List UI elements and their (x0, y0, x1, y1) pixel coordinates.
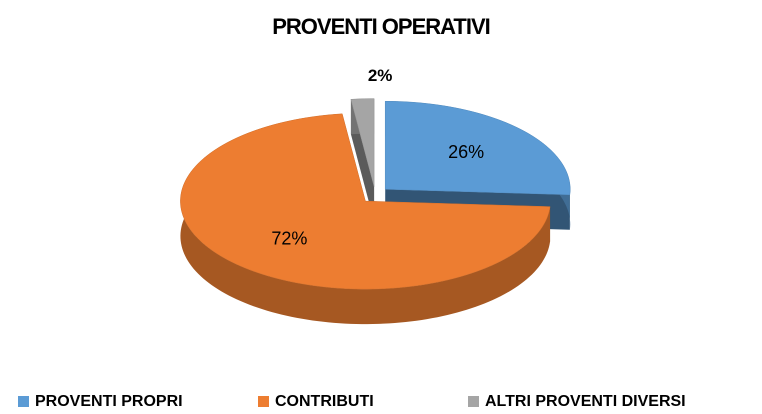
legend-swatch (18, 396, 29, 407)
data-label: 26% (448, 142, 484, 162)
data-label: 72% (271, 228, 307, 248)
legend-swatch (468, 396, 479, 407)
slice-top (350, 98, 375, 187)
chart-title: PROVENTI OPERATIVI (272, 14, 490, 39)
legend-label: ALTRI PROVENTI DIVERSI (485, 393, 686, 410)
legend-label: PROVENTI PROPRI (35, 393, 183, 410)
legend-swatch (258, 396, 269, 407)
slice-top (180, 113, 551, 290)
data-label: 2% (368, 66, 393, 85)
slice-top (384, 100, 571, 196)
legend-label: CONTRIBUTI (275, 393, 374, 410)
slice (180, 113, 551, 325)
slice (350, 98, 375, 222)
